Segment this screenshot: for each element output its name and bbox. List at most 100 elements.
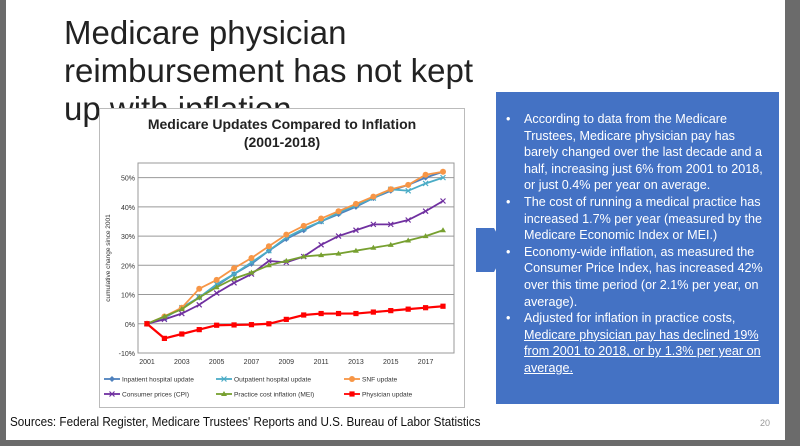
data-point-snf-update xyxy=(248,255,255,261)
chart-title: Medicare Updates Compared to Inflation (… xyxy=(100,115,464,151)
data-point-practice-cost-inflation-mei xyxy=(440,227,446,233)
bullet-item: Adjusted for inflation in practice costs… xyxy=(506,310,771,376)
data-point-practice-cost-inflation-mei xyxy=(422,233,429,239)
legend-marker-physician-update xyxy=(349,391,355,397)
y-tick-label: 0% xyxy=(125,322,135,329)
slide: Medicare physician reimbursement has not… xyxy=(6,0,785,440)
data-point-consumer-prices-cpi xyxy=(178,310,185,317)
data-point-outpatient-hospital-update xyxy=(231,271,237,278)
sources-note: Sources: Federal Register, Medicare Trus… xyxy=(10,414,481,429)
legend-marker-practice-cost-inflation-mei xyxy=(221,391,227,396)
data-point-practice-cost-inflation-mei xyxy=(283,257,290,263)
y-tick-label: 40% xyxy=(121,205,135,212)
x-tick-label: 2003 xyxy=(174,359,190,366)
x-tick-label: 2011 xyxy=(314,359,329,366)
data-point-practice-cost-inflation-mei xyxy=(387,241,394,247)
y-tick-label: 20% xyxy=(121,263,135,270)
data-point-physician-update xyxy=(301,312,307,318)
data-point-physician-update xyxy=(231,322,237,328)
data-point-physician-update xyxy=(144,321,150,327)
legend-marker-consumer-prices-cpi xyxy=(109,391,115,397)
data-point-snf-update xyxy=(387,186,394,193)
data-point-snf-update xyxy=(335,208,342,215)
data-point-practice-cost-inflation-mei xyxy=(265,262,272,268)
data-point-physician-update xyxy=(283,316,289,322)
data-point-physician-update xyxy=(440,303,446,309)
data-point-consumer-prices-cpi xyxy=(440,198,446,204)
series-line-physician-update xyxy=(146,305,444,340)
data-point-physician-update xyxy=(353,310,359,317)
data-point-practice-cost-inflation-mei xyxy=(248,269,255,275)
legend-marker-outpatient-hospital-update xyxy=(221,376,227,382)
data-point-outpatient-hospital-update xyxy=(265,247,272,254)
data-point-outpatient-hospital-update xyxy=(405,187,412,194)
data-point-consumer-prices-cpi xyxy=(370,221,377,228)
data-point-consumer-prices-cpi xyxy=(196,301,203,308)
data-point-inpatient-hospital-update xyxy=(283,236,290,242)
x-tick-label: 2001 xyxy=(139,359,155,366)
bullet-list: According to data from the Medicare Trus… xyxy=(496,92,779,377)
plot-area xyxy=(137,162,455,354)
chart: -10% 0% 10% 20% 30% 40% 50% 2001 2003 2005 2007 200… xyxy=(99,108,465,408)
bullet-item: The cost of running a medical practice h… xyxy=(506,194,771,244)
data-point-practice-cost-inflation-mei xyxy=(213,284,220,290)
x-tick-label: 2009 xyxy=(279,359,295,366)
data-point-snf-update xyxy=(352,200,359,207)
x-tick-label: 2007 xyxy=(244,359,260,366)
data-point-snf-update xyxy=(405,181,412,188)
data-point-physician-update xyxy=(318,310,324,317)
data-point-outpatient-hospital-update xyxy=(248,259,255,266)
chart-subtitle: (2001-2018) xyxy=(243,134,321,150)
data-point-practice-cost-inflation-mei xyxy=(161,313,168,319)
chart-title-text: Medicare Updates Compared to Inflation xyxy=(147,116,417,132)
x-tick-label: 2015 xyxy=(383,359,399,366)
data-point-practice-cost-inflation-mei xyxy=(352,247,359,253)
data-point-consumer-prices-cpi xyxy=(405,217,412,223)
x-tick-label: 2013 xyxy=(348,359,364,366)
legend-label-outpatient-hospital-update: Outpatient hospital update xyxy=(234,377,311,384)
legend-marker-inpatient-hospital-update xyxy=(109,376,115,382)
data-point-consumer-prices-cpi xyxy=(353,227,359,234)
data-point-snf-update xyxy=(265,243,272,250)
data-point-practice-cost-inflation-mei xyxy=(335,250,342,256)
data-point-outpatient-hospital-update xyxy=(422,180,429,187)
data-point-practice-cost-inflation-mei xyxy=(231,275,238,281)
data-point-snf-update xyxy=(440,168,446,175)
data-point-practice-cost-inflation-mei xyxy=(318,252,325,258)
x-tick-label: 2005 xyxy=(209,359,225,366)
summary-box: According to data from the Medicare Trus… xyxy=(496,92,779,404)
data-point-practice-cost-inflation-mei xyxy=(370,244,377,250)
page-number: 20 xyxy=(760,418,771,428)
data-point-practice-cost-inflation-mei xyxy=(405,237,412,243)
data-point-physician-update xyxy=(370,309,376,315)
data-point-physician-update xyxy=(161,335,168,341)
bullet-underlined-text: Medicare physician pay has declined 19% … xyxy=(524,327,761,375)
data-point-physician-update xyxy=(196,327,202,333)
legend-label-snf-update: SNF update xyxy=(362,377,398,384)
data-point-consumer-prices-cpi xyxy=(335,233,342,240)
data-point-snf-update xyxy=(283,231,290,238)
data-point-consumer-prices-cpi xyxy=(213,290,220,297)
legend-label-inpatient-hospital-update: Inpatient hospital update xyxy=(122,377,194,384)
data-point-physician-update xyxy=(422,305,429,311)
data-point-snf-update xyxy=(231,265,238,272)
data-point-physician-update xyxy=(248,322,255,328)
data-point-snf-update xyxy=(300,222,307,229)
data-point-consumer-prices-cpi xyxy=(387,221,394,228)
y-tick-label: 10% xyxy=(121,293,135,300)
data-point-physician-update xyxy=(214,322,220,328)
data-point-physician-update xyxy=(405,306,411,312)
data-point-outpatient-hospital-update xyxy=(440,174,446,181)
y-axis-label: cumulative change since 2001 xyxy=(105,214,112,302)
data-point-physician-update xyxy=(388,308,394,314)
x-tick-label: 2017 xyxy=(418,359,434,366)
data-point-practice-cost-inflation-mei xyxy=(196,294,203,300)
legend-label-physician-update: Physician update xyxy=(362,392,413,399)
data-point-snf-update xyxy=(370,193,377,200)
data-point-consumer-prices-cpi xyxy=(265,257,272,264)
data-point-practice-cost-inflation-mei xyxy=(300,253,307,259)
data-point-consumer-prices-cpi xyxy=(318,241,325,248)
y-tick-label: 50% xyxy=(121,176,135,183)
y-tick-label: -10% xyxy=(119,351,135,358)
bullet-text: Adjusted for inflation in practice costs… xyxy=(524,311,736,326)
